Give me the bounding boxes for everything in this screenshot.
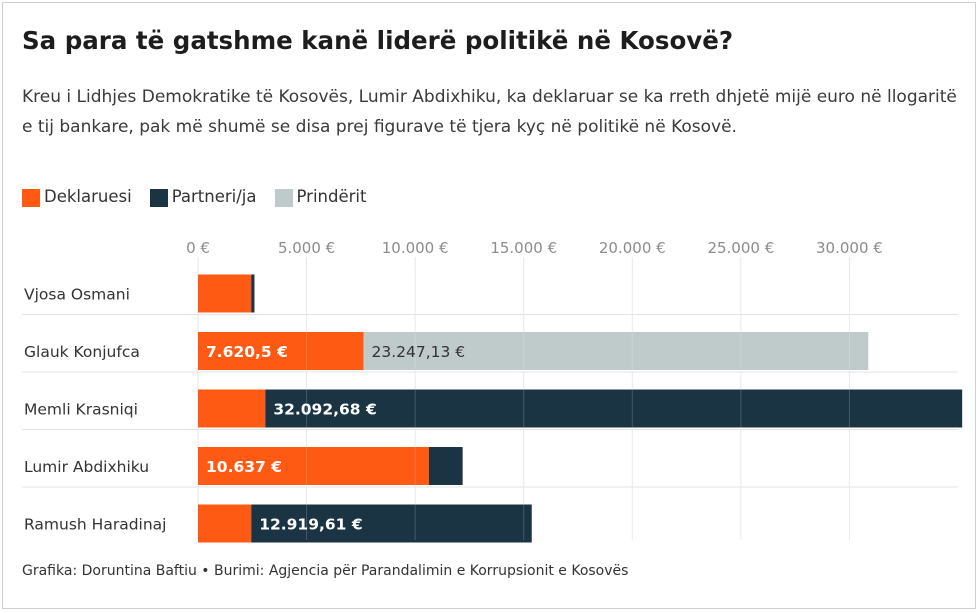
legend-swatch-deklaruesi	[22, 189, 40, 207]
x-tick-label: 0 €	[186, 239, 210, 257]
bar-segment	[198, 504, 252, 543]
bar-segment	[198, 447, 429, 485]
category-label: Memli Krasniqi	[24, 401, 138, 419]
data-label: 7.620,5 €	[206, 343, 288, 361]
x-tick-label: 10.000 €	[382, 239, 449, 257]
data-label: 23.247,13 €	[371, 343, 465, 361]
legend-label-prinderit: Prindërit	[296, 186, 367, 206]
source-footer: Grafika: Doruntina Baftiu • Burimi: Agje…	[22, 563, 629, 579]
chart-subtitle: Kreu i Lidhjes Demokratike të Kosovës, L…	[22, 87, 957, 137]
legend-swatch-prinderit	[274, 189, 293, 207]
bar-segment	[198, 274, 252, 313]
legend-label-deklaruesi: Deklaruesi	[44, 186, 132, 206]
chart-title: Sa para të gatshme kanë liderë politikë …	[22, 26, 734, 55]
bar-segment	[251, 504, 532, 543]
category-label: Vjosa Osmani	[24, 286, 130, 304]
bar-segment	[251, 274, 255, 313]
x-tick-label: 15.000 €	[490, 239, 557, 257]
legend-item-prinderit: Prindërit	[274, 185, 367, 207]
category-label: Glauk Konjufca	[24, 343, 140, 361]
x-tick-label: 20.000 €	[599, 239, 666, 257]
x-tick-label: 30.000 €	[816, 239, 883, 257]
legend-swatch-partneri	[149, 189, 168, 207]
legend: Deklaruesi Partneri/ja Prindërit	[22, 185, 384, 207]
category-label: Ramush Haradinaj	[24, 516, 166, 534]
bar-segment	[428, 447, 463, 485]
bar-segment	[198, 332, 364, 370]
x-tick-label: 25.000 €	[707, 239, 774, 257]
x-tick-label: 5.000 €	[278, 239, 335, 257]
data-label: 32.092,68 €	[273, 401, 376, 419]
bar-segment	[363, 332, 869, 370]
bar-segment	[198, 389, 266, 428]
legend-label-partneri: Partneri/ja	[171, 186, 257, 206]
legend-item-partneri: Partneri/ja	[149, 185, 257, 207]
bar-segment	[265, 389, 963, 428]
legend-item-deklaruesi: Deklaruesi	[22, 185, 132, 207]
data-label: 12.919,61 €	[259, 516, 362, 534]
data-label: 10.637 €	[206, 458, 282, 476]
category-label: Lumir Abdixhiku	[24, 458, 149, 476]
